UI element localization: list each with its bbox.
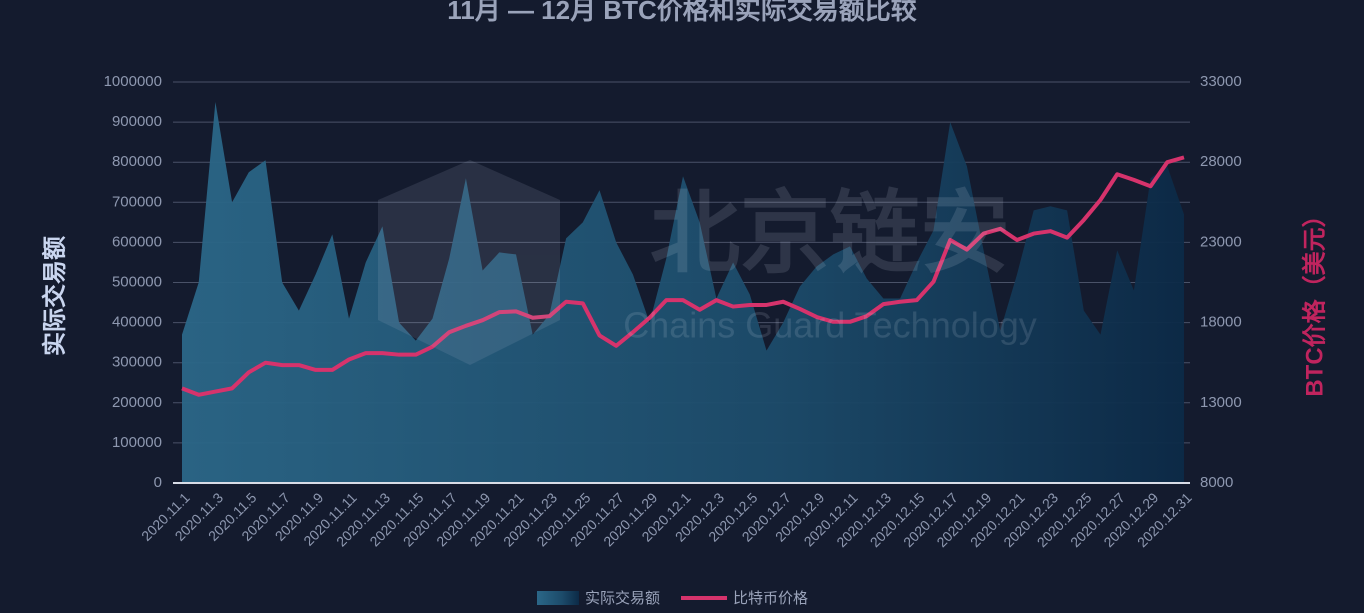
chart-title: 11月 — 12月 BTC价格和实际交易额比较 (447, 0, 917, 25)
y-tick-label: 700000 (112, 193, 162, 210)
y-tick-label: 900000 (112, 113, 162, 130)
y-axis-label: 实际交易额 (40, 236, 68, 356)
y-tick-label: 600000 (112, 233, 162, 250)
y-tick-label: 200000 (112, 394, 162, 411)
y2-tick-label: 23000 (1200, 233, 1242, 250)
y2-tick-label: 13000 (1200, 394, 1242, 411)
y-tick-label: 300000 (112, 354, 162, 371)
y2-tick-label: 33000 (1200, 73, 1242, 90)
legend-swatch[interactable] (537, 591, 579, 605)
y-tick-label: 500000 (112, 273, 162, 290)
watermark: 北京链安 Chains Guard Technology (378, 160, 1037, 365)
area (182, 102, 1184, 484)
legend-label[interactable]: 比特币价格 (733, 590, 808, 607)
y2-axis-label: BTC价格（美元） (1300, 203, 1328, 396)
y-tick-label: 1000000 (104, 73, 162, 90)
y-tick-label: 800000 (112, 153, 162, 170)
watermark-text: 北京链安 (650, 184, 1010, 284)
y2-tick-label: 18000 (1200, 314, 1242, 331)
legend-label[interactable]: 实际交易额 (585, 589, 660, 607)
y-tick-label: 400000 (112, 314, 162, 331)
y-tick-label: 0 (154, 474, 162, 491)
line (181, 155, 1185, 397)
y-tick-label: 100000 (112, 434, 162, 451)
legend: 实际交易额 比特币价格 (537, 589, 808, 607)
watermark-subtext: Chains Guard Technology (623, 305, 1037, 346)
watermark-logo (378, 160, 560, 365)
y2-tick-label: 28000 (1200, 153, 1242, 170)
y2-tick-label: 8000 (1200, 474, 1233, 491)
